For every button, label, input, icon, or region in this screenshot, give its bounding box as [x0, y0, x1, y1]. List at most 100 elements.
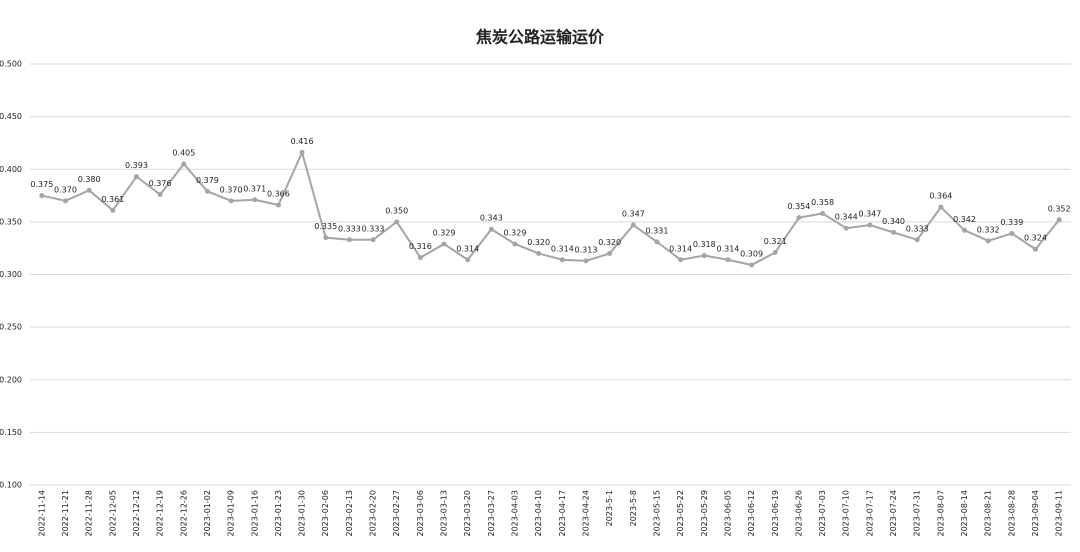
data-label: 0.314: [669, 244, 692, 253]
x-tick-label: 2023-01-23: [274, 490, 283, 537]
x-tick-label: 2022-12-05: [108, 490, 117, 537]
data-label: 0.342: [953, 215, 976, 224]
data-label: 0.405: [172, 148, 195, 157]
data-line: [41, 149, 1060, 267]
data-label: 0.339: [1000, 218, 1023, 227]
data-label: 0.321: [764, 237, 787, 246]
x-tick-label: 2022-12-12: [132, 490, 141, 537]
x-tick-label: 2023-07-03: [818, 490, 827, 537]
y-tick-label: 0.100: [0, 481, 22, 490]
x-tick-label: 2023-07-24: [889, 490, 898, 537]
data-label: 0.361: [101, 195, 124, 204]
data-label: 0.370: [54, 185, 77, 194]
x-tick-label: 2023-03-13: [440, 490, 449, 537]
y-tick-label: 0.250: [0, 323, 22, 332]
data-label: 0.347: [622, 210, 645, 219]
data-point: [39, 193, 45, 199]
data-point: [1009, 230, 1015, 236]
data-label: 0.354: [787, 202, 810, 211]
data-label: 0.370: [220, 185, 243, 194]
y-tick-label: 0.350: [0, 217, 22, 226]
x-tick-label: 2022-12-19: [156, 490, 165, 537]
x-tick-label: 2023-08-07: [936, 490, 945, 537]
x-tick-label: 2023-04-17: [558, 490, 567, 537]
chart-title: 焦炭公路运输运价: [475, 28, 605, 47]
data-label: 0.350: [385, 206, 408, 215]
data-point: [725, 257, 731, 263]
data-point: [299, 149, 305, 155]
x-tick-label: 2022-11-14: [37, 490, 46, 537]
x-tick-label: 2023-06-19: [771, 490, 780, 537]
data-label: 0.314: [716, 244, 739, 253]
data-point: [86, 187, 92, 193]
data-label: 0.379: [196, 176, 219, 185]
x-tick-label: 2023-07-17: [865, 490, 874, 537]
data-label: 0.375: [30, 180, 53, 189]
data-point: [914, 237, 920, 243]
x-tick-label: 2023-05-15: [652, 490, 661, 537]
data-label: 0.324: [1024, 234, 1047, 243]
x-tick-label: 2022-11-21: [61, 490, 70, 537]
y-tick-label: 0.200: [0, 375, 22, 384]
data-label: 0.318: [693, 240, 716, 249]
x-tick-label: 2023-04-10: [534, 490, 543, 537]
data-point: [630, 222, 636, 228]
x-tick-label: 2023-02-20: [369, 490, 378, 537]
x-tick-label: 2023-07-10: [842, 490, 851, 537]
data-point: [370, 237, 376, 243]
data-label: 0.333: [362, 224, 385, 233]
data-point: [110, 207, 116, 213]
data-point: [820, 210, 826, 216]
y-tick-label: 0.500: [0, 60, 22, 69]
data-label: 0.347: [858, 210, 881, 219]
data-point: [465, 257, 471, 263]
x-tick-label: 2023-02-13: [345, 490, 354, 537]
x-tick-label: 2023-08-21: [984, 490, 993, 537]
data-label: 0.393: [125, 161, 148, 170]
data-point: [796, 215, 802, 221]
data-label: 0.309: [740, 250, 763, 259]
x-tick-label: 2023-01-02: [203, 490, 212, 537]
data-point: [346, 237, 352, 243]
x-tick-label: 2023-07-31: [913, 490, 922, 537]
data-point: [843, 225, 849, 231]
data-label: 0.358: [811, 198, 834, 207]
data-label: 0.313: [575, 245, 598, 254]
data-label: 0.340: [882, 217, 905, 226]
data-point: [583, 258, 589, 264]
x-tick-label: 2023-01-09: [227, 490, 236, 537]
data-point: [938, 204, 944, 210]
y-tick-label: 0.450: [0, 112, 22, 121]
x-tick-label: 2023-01-30: [298, 490, 307, 537]
x-tick-label: 2023-09-11: [1055, 490, 1064, 537]
data-label: 0.320: [527, 238, 550, 247]
x-tick-label: 2023-06-05: [723, 490, 732, 537]
data-label: 0.329: [504, 228, 527, 237]
data-point: [678, 257, 684, 263]
x-tick-label: 2022-12-26: [179, 490, 188, 537]
data-label: 0.366: [267, 190, 290, 199]
data-point: [204, 188, 210, 194]
y-tick-label: 0.150: [0, 428, 22, 437]
x-tick-label: 2023-03-27: [487, 490, 496, 537]
data-point: [559, 257, 565, 263]
data-point: [512, 241, 518, 247]
data-point: [275, 202, 281, 208]
data-point: [701, 253, 707, 259]
data-label: 0.320: [598, 238, 621, 247]
data-point: [228, 198, 234, 204]
data-label: 0.364: [929, 192, 952, 201]
data-point: [441, 241, 447, 247]
x-tick-label: 2023-5-1: [605, 490, 614, 526]
data-point: [323, 235, 329, 241]
x-tick-label: 2023-04-24: [581, 490, 590, 537]
data-point: [607, 250, 613, 256]
data-label: 0.335: [314, 222, 337, 231]
data-point: [891, 229, 897, 235]
data-point: [394, 219, 400, 225]
x-tick-label: 2023-03-20: [463, 490, 472, 537]
data-point: [62, 198, 68, 204]
data-label: 0.314: [456, 244, 479, 253]
data-label: 0.344: [835, 213, 858, 222]
